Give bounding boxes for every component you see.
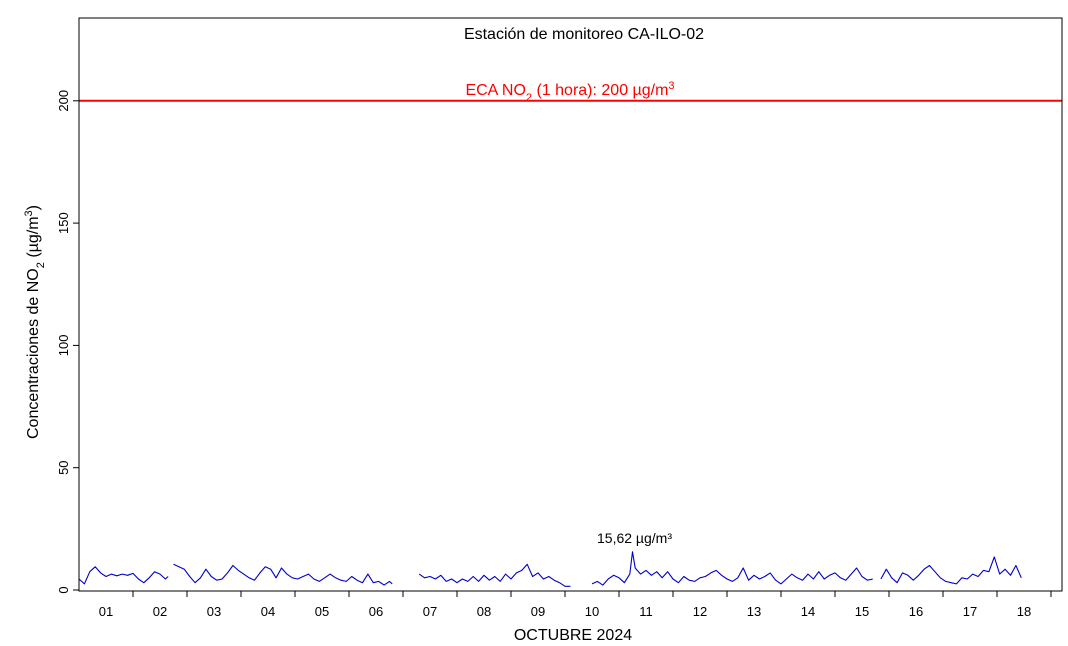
x-tick-label: 10 — [585, 604, 599, 619]
x-tick-label: 07 — [423, 604, 437, 619]
x-tick-label: 01 — [99, 604, 113, 619]
x-tick-label: 16 — [909, 604, 923, 619]
y-tick-label: 150 — [56, 212, 71, 234]
x-tick-label: 18 — [1017, 604, 1031, 619]
peak-annotation: 15,62 µg/m³ — [597, 530, 672, 546]
series-line-1 — [78, 551, 1022, 587]
x-tick-label: 04 — [261, 604, 275, 619]
y-tick-label: 50 — [56, 460, 71, 474]
x-tick-label: 02 — [153, 604, 167, 619]
x-tick-label: 03 — [207, 604, 221, 619]
reference-line-label: ECA NO2 (1 hora): 200 µg/m3 — [465, 80, 674, 104]
y-tick-label: 200 — [56, 90, 71, 112]
y-tick-label: 100 — [56, 335, 71, 357]
y-axis-label: Concentraciones de NO2 (µg/m3) — [23, 205, 47, 439]
x-tick-label: 15 — [855, 604, 869, 619]
x-tick-label: 05 — [315, 604, 329, 619]
x-tick-label: 12 — [693, 604, 707, 619]
plot-frame — [78, 17, 1063, 592]
x-tick-label: 08 — [477, 604, 491, 619]
x-tick-label: 09 — [531, 604, 545, 619]
y-tick-label: 0 — [56, 586, 71, 593]
x-tick-label: 13 — [747, 604, 761, 619]
x-tick-label: 17 — [963, 604, 977, 619]
x-tick-label: 14 — [801, 604, 815, 619]
x-tick-label: 11 — [639, 604, 653, 619]
chart-title: Estación de monitoreo CA-ILO-02 — [464, 26, 704, 43]
x-tick-label: 06 — [369, 604, 383, 619]
x-axis-label: OCTUBRE 2024 — [514, 627, 632, 644]
